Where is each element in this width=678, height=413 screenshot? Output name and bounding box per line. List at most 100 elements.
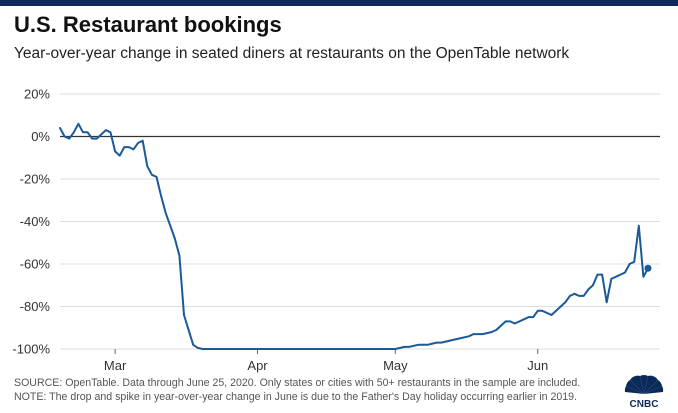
data-point bbox=[141, 140, 144, 142]
data-point bbox=[624, 271, 626, 274]
x-tick-label: Jun bbox=[527, 358, 548, 373]
data-point bbox=[495, 329, 498, 331]
data-point bbox=[541, 310, 544, 312]
chart-subtitle: Year-over-year change in seated diners a… bbox=[14, 45, 570, 62]
data-point bbox=[426, 344, 429, 346]
data-point bbox=[284, 348, 286, 350]
data-point bbox=[118, 154, 121, 157]
data-point bbox=[550, 314, 553, 316]
data-point bbox=[252, 348, 254, 350]
data-point bbox=[435, 341, 438, 344]
logo-label: CNBC bbox=[630, 399, 659, 410]
x-tick-label: Apr bbox=[247, 358, 268, 373]
data-point bbox=[348, 348, 351, 350]
footnote: NOTE: The drop and spike in year-over-ye… bbox=[14, 391, 578, 403]
data-point bbox=[137, 142, 139, 144]
data-point bbox=[109, 131, 112, 134]
y-tick-label: 0% bbox=[31, 129, 50, 144]
data-point bbox=[555, 310, 557, 312]
series-layer bbox=[59, 122, 652, 350]
data-point bbox=[394, 348, 397, 350]
y-tick-label: 20% bbox=[24, 87, 50, 102]
data-point bbox=[316, 348, 319, 350]
data-point bbox=[403, 346, 406, 348]
x-tick-label: May bbox=[383, 358, 408, 373]
chart-footer: SOURCE: OpenTable. Data through June 25,… bbox=[14, 376, 580, 404]
data-point bbox=[582, 295, 585, 297]
data-point bbox=[514, 322, 516, 325]
data-point bbox=[146, 165, 149, 168]
data-point bbox=[192, 344, 194, 346]
data-point bbox=[468, 335, 470, 338]
data-point bbox=[537, 310, 539, 312]
data-point bbox=[573, 293, 576, 295]
data-point bbox=[610, 278, 613, 280]
data-point bbox=[619, 273, 622, 276]
data-point bbox=[504, 320, 507, 323]
data-point bbox=[114, 150, 116, 153]
data-point bbox=[91, 137, 93, 140]
data-point bbox=[100, 133, 103, 136]
data-point bbox=[201, 348, 204, 350]
data-point bbox=[601, 273, 603, 276]
data-point bbox=[642, 276, 645, 278]
data-point bbox=[638, 225, 640, 227]
data-point bbox=[578, 295, 580, 297]
data-point bbox=[96, 137, 98, 140]
data-point bbox=[633, 261, 635, 263]
data-point bbox=[592, 284, 594, 287]
x-axis-ticks: Mar Apr May Jun bbox=[104, 349, 548, 373]
data-point bbox=[481, 333, 484, 335]
data-point bbox=[178, 254, 181, 257]
data-point bbox=[564, 301, 567, 304]
data-point bbox=[380, 348, 383, 350]
data-point bbox=[491, 331, 493, 333]
data-point bbox=[128, 146, 130, 148]
data-point bbox=[123, 146, 126, 148]
y-tick-label: -40% bbox=[20, 214, 51, 229]
data-point bbox=[220, 348, 222, 350]
data-point bbox=[417, 344, 420, 346]
data-point bbox=[532, 316, 534, 318]
data-point bbox=[615, 276, 617, 278]
data-point bbox=[183, 314, 185, 316]
grid-layer bbox=[60, 93, 660, 350]
data-point bbox=[596, 273, 599, 276]
y-tick-label: -80% bbox=[20, 299, 51, 314]
data-point bbox=[559, 305, 562, 308]
data-point bbox=[569, 295, 571, 297]
data-point bbox=[605, 301, 608, 304]
data-point bbox=[68, 137, 70, 140]
data-point bbox=[86, 131, 89, 134]
data-point bbox=[440, 341, 443, 344]
data-point bbox=[458, 337, 461, 340]
data-point bbox=[206, 348, 208, 350]
end-point-marker bbox=[644, 264, 652, 272]
data-point bbox=[523, 318, 525, 321]
data-point bbox=[472, 333, 475, 335]
x-tick-label: Mar bbox=[104, 358, 127, 373]
data-point bbox=[546, 312, 548, 314]
data-point bbox=[527, 316, 530, 318]
data-point bbox=[174, 237, 176, 240]
data-point bbox=[518, 320, 521, 323]
data-point bbox=[73, 131, 75, 134]
data-point bbox=[151, 174, 153, 176]
data-point bbox=[449, 339, 452, 342]
y-tick-label: -100% bbox=[12, 342, 50, 357]
data-point bbox=[160, 195, 162, 197]
data-point bbox=[587, 288, 590, 291]
y-tick-label: -20% bbox=[20, 172, 51, 187]
top-accent-bar bbox=[0, 0, 678, 6]
data-point bbox=[169, 225, 172, 227]
data-point bbox=[59, 127, 61, 129]
data-point bbox=[408, 346, 410, 348]
data-point bbox=[164, 212, 167, 214]
data-point bbox=[63, 135, 66, 138]
y-axis-ticks: 20% 0% -20% -40% -60% -80% -100% bbox=[12, 87, 50, 357]
data-point bbox=[132, 148, 135, 151]
data-point bbox=[82, 131, 84, 134]
data-point bbox=[197, 347, 199, 349]
data-point bbox=[628, 263, 631, 265]
source-note: SOURCE: OpenTable. Data through June 25,… bbox=[14, 377, 581, 389]
